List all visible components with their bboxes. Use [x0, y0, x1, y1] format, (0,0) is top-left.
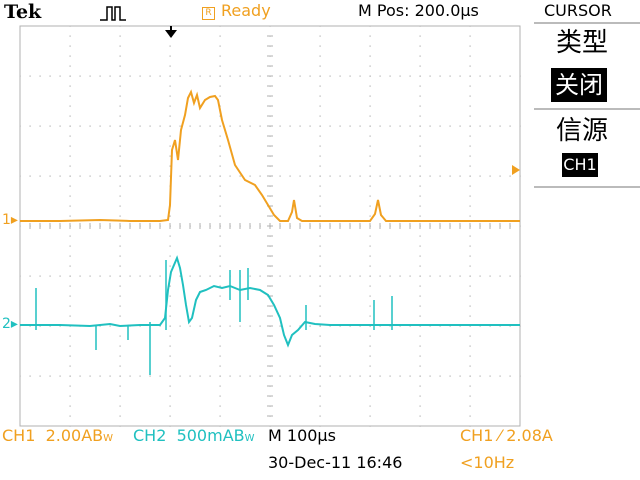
- trigger-readout: CH1 ⁄ 2.08A: [460, 426, 553, 445]
- cursor-type-button[interactable]: 关闭: [551, 68, 607, 102]
- trigger-position-marker: [165, 26, 177, 38]
- timebase-readout: M 100µs: [268, 426, 336, 445]
- ch2-waveform: [20, 255, 520, 348]
- cursor-menu: 类型 信源: [534, 0, 640, 480]
- menu-divider: [534, 22, 640, 24]
- rising-edge-icon: ⁄: [498, 426, 502, 445]
- trigger-level-marker: [512, 165, 520, 175]
- cursor-type-label: 类型: [555, 28, 608, 58]
- ch1-ground-marker: 1▸: [2, 212, 18, 228]
- ch1-waveform: [20, 89, 520, 222]
- status-text: Ready: [221, 1, 271, 20]
- cursor-source-label: 信源: [555, 116, 608, 146]
- trigger-frequency: <10Hz: [460, 453, 515, 472]
- brand-logo: Tek: [4, 1, 42, 23]
- menu-title: CURSOR: [544, 1, 612, 20]
- date-time: 30-Dec-11 16:46: [268, 453, 403, 472]
- menu-divider: [534, 186, 640, 188]
- horizontal-position: M Pos: 200.0µs: [358, 1, 479, 20]
- status-icon: R: [202, 7, 215, 20]
- ch2-noise-spikes: [35, 260, 393, 375]
- ch1-readout: CH1 2.00ABW: [2, 426, 114, 445]
- trigger-mode-icon: [100, 6, 126, 21]
- menu-divider: [534, 108, 640, 110]
- ch2-readout: CH2 500mABW: [133, 426, 255, 445]
- acquisition-status: R Ready: [202, 3, 271, 20]
- cursor-source-button[interactable]: CH1: [562, 153, 598, 177]
- ch2-ground-marker: 2▸: [2, 316, 18, 332]
